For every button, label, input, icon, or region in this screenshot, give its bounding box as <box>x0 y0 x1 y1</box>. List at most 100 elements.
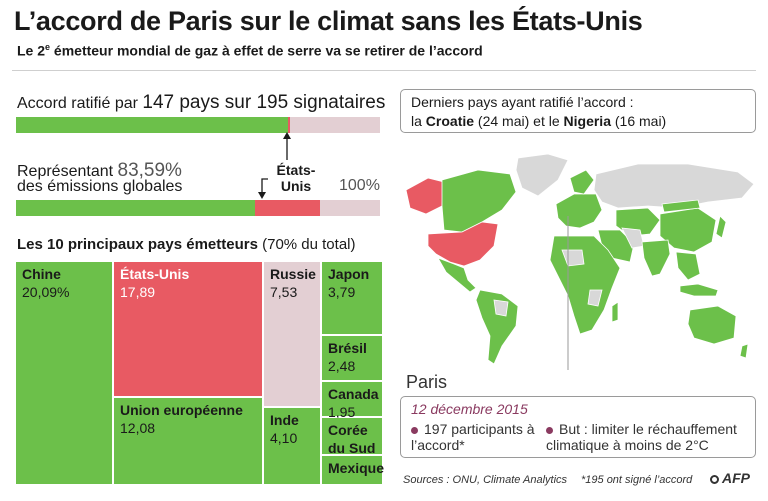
map-new-zealand <box>739 343 749 359</box>
emissions-label: Représentant 83,59% <box>17 160 182 182</box>
emissions-bar-us <box>255 200 321 216</box>
treemap-tile-value: 20,09% <box>22 284 70 300</box>
paris-point-goal-text: But : limiter le réchauffement climatiqu… <box>546 421 737 453</box>
latest-pre: la <box>411 113 426 129</box>
afp-logo: AFP <box>710 470 750 486</box>
map-southeast-asia <box>675 251 701 281</box>
bullet-dot <box>411 426 418 434</box>
map-usa <box>427 221 499 267</box>
emissions-arrow <box>261 178 268 196</box>
subtitle-prefix: Le 2 <box>17 42 46 59</box>
latest-date-nigeria: (16 mai) <box>610 113 667 129</box>
paris-summary-box <box>400 396 756 458</box>
treemap-tile-union-europ-enne: Union européenne 12,08 <box>114 398 262 484</box>
treemap-tile-value: 1,95 <box>328 404 356 420</box>
treemap-tile-cor-e-du-sud: Corée du Sud <box>322 418 382 456</box>
treemap-tile-name: Mexique <box>328 460 385 476</box>
treemap-tile-canada: Canada 1,95 <box>322 382 382 420</box>
ratification-bar <box>16 117 380 133</box>
treemap-tile-br-sil: Brésil 2,48 <box>322 336 382 380</box>
sources: Sources : ONU, Climate Analytics <box>403 474 568 486</box>
afp-logo-mark <box>710 474 719 484</box>
map-greenland <box>515 153 569 197</box>
ratification-bar-us-marker <box>288 117 291 133</box>
treemap-tile-value: 4,10 <box>270 430 298 446</box>
header-divider <box>12 70 756 71</box>
subtitle-text: émetteur mondial de gaz à effet de serre… <box>50 42 483 59</box>
emissions-prefix: Représentant <box>17 163 118 180</box>
treemap-tile-russie: Russie 7,53 <box>264 262 320 406</box>
treemap-tile-name: Corée du Sud <box>328 422 376 456</box>
map-australia <box>687 305 737 345</box>
us-annotation: États-Unis <box>270 162 322 194</box>
ratification-count: 147 pays sur 195 signataires <box>142 92 386 113</box>
emitters-treemap: Chine 20,09% États-Unis 17,89 Union européen… <box>16 262 385 484</box>
treemap-tile-name: Union européenne <box>120 402 243 418</box>
map-japan <box>715 215 727 239</box>
paris-point-participants: 197 participants à l’accord* <box>411 421 541 453</box>
treemap-tile-name: Canada <box>328 386 379 402</box>
map-south-america-other <box>493 299 509 317</box>
map-south-america <box>475 289 519 365</box>
map-madagascar <box>611 301 619 323</box>
world-map <box>405 153 755 370</box>
map-canada <box>441 169 517 233</box>
treemap-tile-mexique: Mexique <box>322 456 385 484</box>
treemap-tile-value: 17,89 <box>120 284 156 300</box>
total-percent-label: 100% <box>339 177 380 194</box>
page-subtitle: Le 2e émetteur mondial de gaz à effet de… <box>17 42 483 59</box>
latest-country-nigeria: Nigeria <box>563 113 611 129</box>
ratification-prefix: Accord ratifié par <box>17 95 143 112</box>
page-title: L’accord de Paris sur le climat sans les… <box>14 6 643 36</box>
map-mexico <box>437 257 477 293</box>
map-india <box>641 239 671 277</box>
treemap-tile-name: Russie <box>270 266 316 282</box>
latest-date-croatia: (24 mai) et le <box>474 113 564 129</box>
map-china <box>659 207 717 253</box>
treemap-tile-japon: Japon 3,79 <box>322 262 382 334</box>
ratification-arrowhead <box>283 132 291 139</box>
treemap-tile-chine: Chine 20,09% <box>16 262 112 484</box>
map-africa-other-2 <box>587 289 603 307</box>
map-europe <box>555 193 603 229</box>
treemap-tile-name: Inde <box>270 412 299 428</box>
us-annotation-label: États-Unis <box>276 162 316 194</box>
map-alaska <box>405 177 445 215</box>
treemap-tile-inde: Inde 4,10 <box>264 408 320 484</box>
treemap-tile--tats-unis: États-Unis 17,89 <box>114 262 262 396</box>
ratification-label: Accord ratifié par 147 pays sur 195 sign… <box>17 92 385 114</box>
ratification-bar-ratified <box>16 117 291 133</box>
emissions-sublabel: des émissions globales <box>17 178 183 195</box>
map-mongolia <box>661 199 701 213</box>
paris-point-goal: But : limiter le réchauffement climatiqu… <box>546 421 756 453</box>
treemap-tile-name: Brésil <box>328 340 367 356</box>
treemap-tile-name: États-Unis <box>120 266 190 282</box>
paris-date: 12 décembre 2015 <box>411 401 528 417</box>
map-indonesia <box>679 283 719 297</box>
emissions-share: 83,59% <box>117 160 182 181</box>
emissions-arrowhead <box>258 192 266 199</box>
treemap-tile-value: 2,48 <box>328 358 356 374</box>
bullet-dot <box>546 426 553 434</box>
treemap-tile-value: 7,53 <box>270 284 298 300</box>
afp-logo-text: AFP <box>722 470 750 486</box>
latest-ratifications-detail: la Croatie (24 mai) et le Nigeria (16 ma… <box>411 112 745 131</box>
footnote: *195 ont signé l’accord <box>581 474 693 486</box>
latest-ratifications-heading: Derniers pays ayant ratifié l’accord : <box>411 94 634 110</box>
emissions-bar-represented <box>16 200 256 216</box>
treemap-tile-name: Japon <box>328 266 370 282</box>
treemap-tile-name: Chine <box>22 266 61 282</box>
treemap-tile-value: 3,79 <box>328 284 356 300</box>
map-scandinavia <box>569 169 595 195</box>
emissions-bar <box>16 200 380 216</box>
latest-ratifications-box: Derniers pays ayant ratifié l’accord : l… <box>400 89 756 133</box>
top10-title: Les 10 principaux pays émetteurs (70% du… <box>17 236 356 253</box>
subtitle-superscript: e <box>45 42 51 52</box>
paris-title: Paris <box>406 372 448 392</box>
top10-title-text: Les 10 principaux pays émetteurs <box>17 236 258 253</box>
map-russia <box>593 163 755 209</box>
paris-point-participants-text: 197 participants à l’accord* <box>411 421 535 453</box>
latest-country-croatia: Croatie <box>425 113 475 129</box>
treemap-tile-value: 12,08 <box>120 420 156 436</box>
